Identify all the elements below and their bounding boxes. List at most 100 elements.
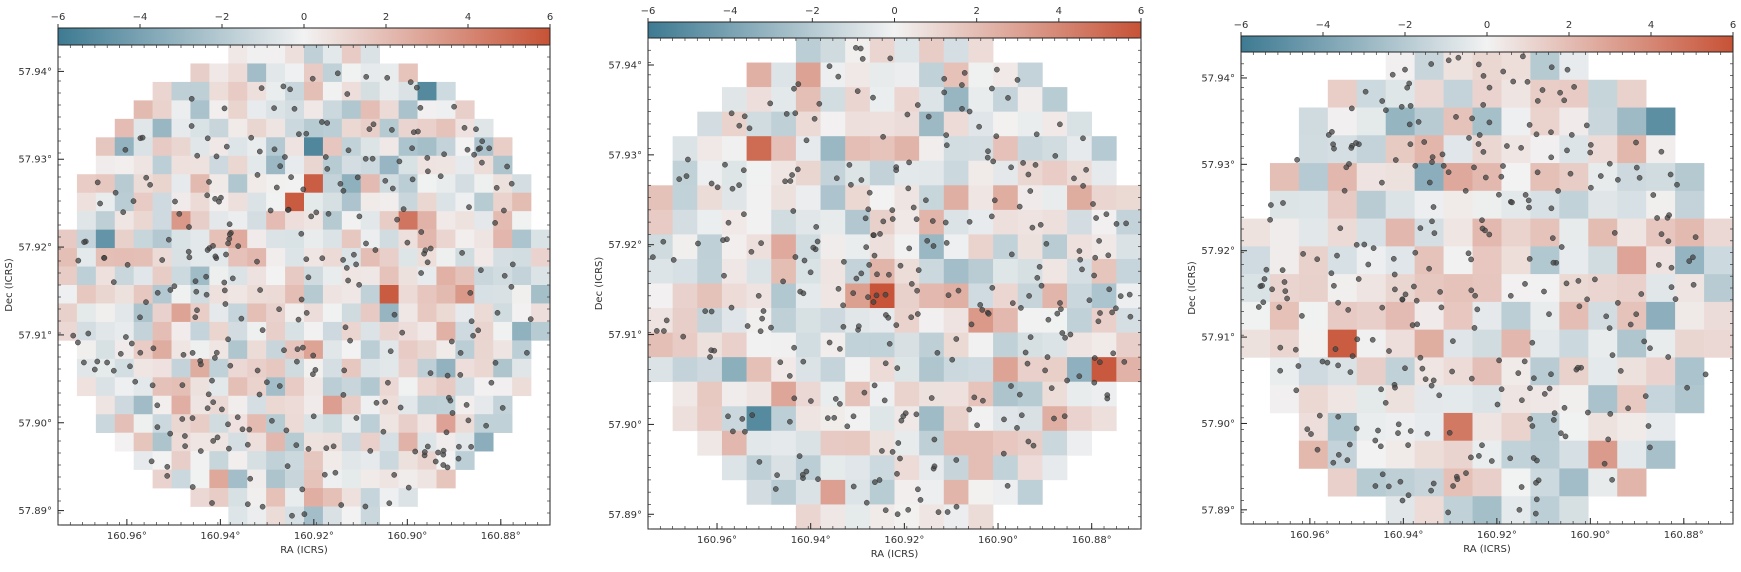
scatter-point [1402, 291, 1409, 298]
scatter-point [448, 338, 455, 345]
scatter-point [143, 299, 149, 305]
scatter-point [264, 379, 270, 386]
heatmap-cell [171, 303, 191, 323]
colorbar-tick-label: 4 [1648, 20, 1654, 31]
scatter-point [1548, 64, 1555, 70]
heatmap-cell [993, 62, 1019, 88]
scatter-point [171, 283, 178, 290]
heatmap-cell [152, 303, 172, 323]
scatter-point [953, 336, 960, 342]
scatter-point [1647, 345, 1653, 352]
scatter-point [218, 194, 224, 201]
heatmap-cell [285, 211, 305, 230]
heatmap-cell [1414, 79, 1444, 108]
scatter-point [974, 422, 980, 429]
scatter-point [209, 500, 215, 506]
heatmap-cell [209, 155, 229, 175]
heatmap-cell [436, 321, 456, 341]
scatter-point [1609, 352, 1616, 358]
scatter-point [1096, 238, 1102, 244]
heatmap-cell [1356, 329, 1386, 358]
scatter-point [894, 365, 901, 371]
scatter-point [524, 349, 530, 356]
heatmap-cell [379, 118, 399, 138]
heatmap-cell [1443, 385, 1473, 414]
scatter-point [427, 370, 434, 376]
scatter-point [369, 155, 376, 162]
heatmap-cell [919, 308, 945, 333]
scatter-point [1105, 252, 1112, 259]
heatmap-cell [436, 285, 456, 304]
heatmap-cell [1588, 357, 1618, 386]
heatmap-cell [968, 479, 994, 505]
heatmap-cell [721, 455, 747, 481]
scatter-point [321, 471, 328, 478]
heatmap-cell [228, 488, 248, 507]
scatter-point [165, 236, 172, 243]
scatter-point [791, 395, 798, 402]
heatmap-cell [1298, 218, 1329, 247]
scatter-point [206, 179, 212, 185]
scatter-point [1395, 421, 1402, 428]
heatmap-cell [697, 357, 723, 382]
scatter-point [1010, 300, 1016, 306]
heatmap-cell [266, 155, 286, 175]
heatmap-cell [341, 192, 362, 212]
scatter-point [1025, 438, 1032, 445]
heatmap-cell [1501, 412, 1531, 441]
scatter-point [312, 367, 319, 373]
heatmap-cell [993, 308, 1019, 333]
x-tick-label: 160.88° [1664, 530, 1704, 541]
heatmap-cell [114, 321, 134, 341]
heatmap-cell [1617, 412, 1647, 441]
heatmap-cell [76, 211, 97, 230]
scatter-point [1097, 359, 1103, 366]
heatmap-cell [266, 137, 286, 157]
heatmap-cell [968, 160, 994, 186]
heatmap-cell [493, 192, 513, 212]
heatmap-cell [1559, 440, 1589, 469]
heatmap-cell [721, 308, 747, 333]
scatter-point [1548, 205, 1555, 212]
scatter-point [1486, 119, 1493, 126]
heatmap-cell [820, 62, 846, 88]
scatter-point [1347, 369, 1354, 375]
heatmap-cell [993, 209, 1019, 235]
scatter-point [917, 497, 924, 503]
heatmap-cell [1617, 246, 1647, 275]
scatter-point [1592, 276, 1598, 283]
y-tick-label: 57.90° [608, 420, 642, 431]
heatmap-cell [1042, 185, 1068, 211]
heatmap-cell [1017, 136, 1043, 162]
heatmap-cell [398, 229, 418, 249]
heatmap-cell [474, 432, 494, 452]
heatmap-cell [266, 303, 286, 323]
scatter-point [164, 473, 170, 479]
scatter-point [356, 213, 363, 220]
heatmap-cell [379, 100, 399, 120]
heatmap-cell [209, 118, 229, 138]
scatter-point [394, 216, 400, 223]
heatmap-cell [304, 506, 324, 526]
scatter-point [1386, 483, 1392, 490]
scatter-point [1507, 455, 1513, 462]
heatmap-cell [1588, 135, 1618, 164]
heatmap-cell [190, 118, 210, 138]
heatmap-cell [771, 381, 797, 407]
x-tick-label: 160.90° [1570, 530, 1610, 541]
scatter-point [1036, 263, 1043, 270]
scatter-point [143, 174, 149, 181]
scatter-point [427, 245, 434, 252]
heatmap-cell [746, 62, 772, 88]
scatter-point [795, 81, 802, 87]
scatter-point [164, 463, 171, 470]
heatmap-cell [190, 248, 210, 267]
scatter-point [787, 418, 793, 425]
heatmap-cell [304, 395, 324, 415]
heatmap-cell [58, 248, 78, 267]
scatter-point [1483, 174, 1489, 181]
heatmap-cell [474, 174, 494, 193]
heatmap-cell [95, 285, 116, 304]
heatmap-cell [266, 81, 286, 101]
heatmap-cell [1501, 135, 1531, 164]
